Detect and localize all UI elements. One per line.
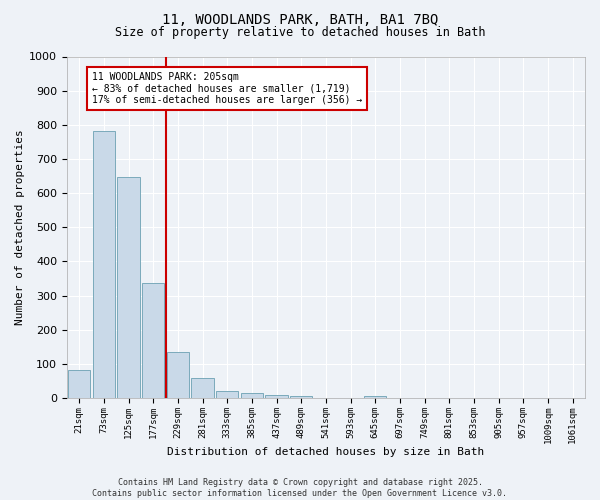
Bar — [265, 396, 288, 398]
Bar — [241, 392, 263, 398]
Text: 11, WOODLANDS PARK, BATH, BA1 7BQ: 11, WOODLANDS PARK, BATH, BA1 7BQ — [162, 12, 438, 26]
Bar — [167, 352, 189, 398]
Y-axis label: Number of detached properties: Number of detached properties — [15, 130, 25, 325]
Text: Contains HM Land Registry data © Crown copyright and database right 2025.
Contai: Contains HM Land Registry data © Crown c… — [92, 478, 508, 498]
Bar — [364, 396, 386, 398]
Bar — [142, 283, 164, 398]
Bar — [68, 370, 91, 398]
Text: Size of property relative to detached houses in Bath: Size of property relative to detached ho… — [115, 26, 485, 39]
Bar — [118, 176, 140, 398]
Bar — [191, 378, 214, 398]
X-axis label: Distribution of detached houses by size in Bath: Distribution of detached houses by size … — [167, 448, 485, 458]
Text: 11 WOODLANDS PARK: 205sqm
← 83% of detached houses are smaller (1,719)
17% of se: 11 WOODLANDS PARK: 205sqm ← 83% of detac… — [92, 72, 362, 105]
Bar — [93, 130, 115, 398]
Bar — [216, 390, 238, 398]
Bar — [290, 396, 313, 398]
